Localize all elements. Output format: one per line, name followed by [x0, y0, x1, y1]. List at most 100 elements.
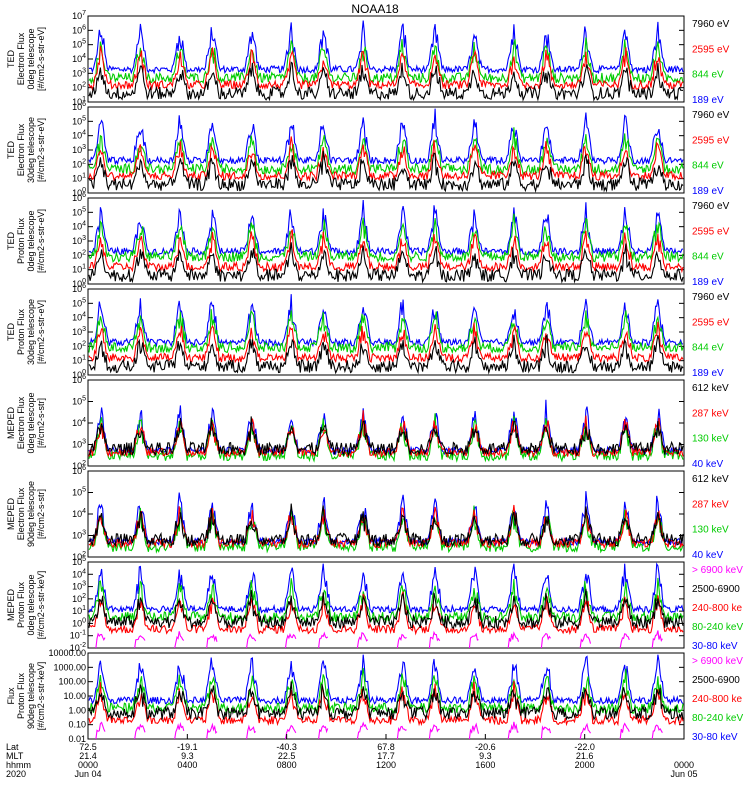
- y-axis-label: Proton Flux: [16, 672, 26, 719]
- y-tick-label: 105: [72, 396, 86, 407]
- y-axis-label: MEPED: [6, 498, 16, 531]
- y-tick-label: 104: [72, 568, 86, 579]
- x-row-label: hhmm: [6, 760, 31, 770]
- series-line-magenta: [96, 631, 683, 649]
- x-row-label: MLT: [6, 751, 24, 761]
- y-tick-label: 103: [72, 439, 86, 450]
- y-tick-label: 10-1: [70, 630, 86, 641]
- series-line-blue: [88, 20, 684, 75]
- y-axis-label: MEPED: [6, 407, 16, 440]
- y-tick-label: 104: [72, 53, 86, 64]
- legend-entry: 287 keV: [692, 408, 729, 419]
- y-tick-label: 101: [72, 355, 86, 366]
- x-tick-label: 2000: [575, 760, 595, 770]
- x-row-label: 2020: [6, 769, 26, 779]
- y-axis-label: Electron Flux: [16, 396, 26, 449]
- series-line-black: [88, 588, 684, 631]
- series-line-red: [88, 229, 684, 274]
- y-axis-label: 0deg telescope: [26, 210, 36, 271]
- y-tick-label: 100: [72, 617, 86, 628]
- x-row-label: Lat: [6, 742, 19, 752]
- chart-title: NOAA18: [351, 2, 399, 16]
- x-tick-label: 21.6: [576, 751, 594, 761]
- y-axis-label: [#/cm2-s-str-eV]: [36, 300, 46, 364]
- legend-entry: 7960 eV: [692, 201, 730, 212]
- series-line-black: [88, 61, 684, 102]
- legend-entry: 612 keV: [692, 474, 729, 485]
- y-tick-label: 10-2: [70, 642, 86, 653]
- y-axis-label: [#/cm2-s-str]: [36, 398, 46, 448]
- legend-entry: 130 keV: [692, 525, 729, 536]
- x-tick-label: -20.6: [475, 742, 496, 752]
- y-axis-label: Flux: [6, 687, 16, 705]
- legend-entry: 80-240 keV: [692, 713, 743, 724]
- legend-entry: 7960 eV: [692, 292, 730, 303]
- series-line-blue: [88, 108, 684, 166]
- x-tick-label: 9.3: [479, 751, 492, 761]
- series-line-green: [88, 309, 684, 355]
- x-tick-label: 67.8: [377, 742, 395, 752]
- y-axis-label: TED: [6, 49, 16, 68]
- x-tick-label: 0400: [177, 760, 197, 770]
- y-tick-label: 102: [72, 340, 86, 351]
- y-axis-label: 0deg telescope: [26, 28, 36, 89]
- y-tick-label: 104: [72, 312, 86, 323]
- y-tick-label: 104: [72, 221, 86, 232]
- y-tick-label: 103: [72, 530, 86, 541]
- y-axis-label: Electron Flux: [16, 32, 26, 85]
- series-line-black: [88, 681, 684, 722]
- x-tick-label: 1200: [376, 760, 396, 770]
- panel-frame: [87, 288, 685, 376]
- y-tick-label: 107: [72, 10, 86, 21]
- y-tick-label: 106: [72, 101, 86, 112]
- y-axis-label: Proton Flux: [16, 217, 26, 264]
- y-tick-label: 0.10: [68, 720, 86, 730]
- legend-entry: 844 eV: [692, 343, 724, 354]
- y-tick-label: 105: [72, 206, 86, 217]
- y-tick-label: 102: [72, 593, 86, 604]
- y-tick-label: 105: [72, 297, 86, 308]
- legend-entry: 7960 eV: [692, 110, 730, 121]
- series-line-green: [88, 127, 684, 176]
- legend-entry: 2595 eV: [692, 135, 730, 146]
- legend-entry: 30-80 keV: [692, 641, 738, 652]
- x-tick-label: 0000: [674, 760, 694, 770]
- x-tick-label: 21.4: [79, 751, 97, 761]
- y-axis-label: TED: [6, 231, 16, 250]
- y-axis-label: 30deg telescope: [26, 299, 36, 365]
- legend-entry: 612 keV: [692, 383, 729, 394]
- y-axis-label: [#/cm2-s-str]: [36, 489, 46, 539]
- y-tick-label: 0.01: [68, 734, 86, 744]
- series-line-green: [88, 37, 684, 85]
- series-line-black: [88, 242, 684, 284]
- y-axis-label: 0deg telescope: [26, 574, 36, 635]
- y-tick-label: 103: [72, 144, 86, 155]
- y-tick-label: 103: [72, 326, 86, 337]
- panel-frame: [87, 15, 685, 103]
- x-tick-label: Jun 04: [74, 769, 101, 779]
- y-axis-label: 30deg telescope: [26, 117, 36, 183]
- y-tick-label: 106: [72, 192, 86, 203]
- series-line-black: [88, 333, 684, 375]
- legend-entry: 240-800 ke: [692, 603, 742, 614]
- y-axis-label: 90deg telescope: [26, 481, 36, 547]
- legend-entry: > 6900 keV: [692, 656, 743, 667]
- series-line-blue: [88, 399, 684, 456]
- legend-entry: 844 eV: [692, 70, 724, 81]
- legend-entry: 80-240 keV: [692, 622, 743, 633]
- series-line-green: [88, 413, 684, 463]
- y-tick-label: 105: [72, 115, 86, 126]
- legend-entry: 30-80 keV: [692, 732, 738, 743]
- legend-entry: > 6900 keV: [692, 565, 743, 576]
- legend-entry: 844 eV: [692, 252, 724, 263]
- y-tick-label: 104: [72, 417, 86, 428]
- y-axis-label: 0deg telescope: [26, 392, 36, 453]
- y-axis-label: 90deg telescope: [26, 663, 36, 729]
- x-tick-label: 0000: [78, 760, 98, 770]
- y-tick-label: 106: [72, 465, 86, 476]
- y-tick-label: 106: [72, 283, 86, 294]
- y-axis-label: [#/cm2-s-str-keV]: [36, 571, 46, 640]
- legend-entry: 189 eV: [692, 186, 724, 197]
- legend-entry: 287 keV: [692, 499, 729, 510]
- x-tick-label: 0800: [277, 760, 297, 770]
